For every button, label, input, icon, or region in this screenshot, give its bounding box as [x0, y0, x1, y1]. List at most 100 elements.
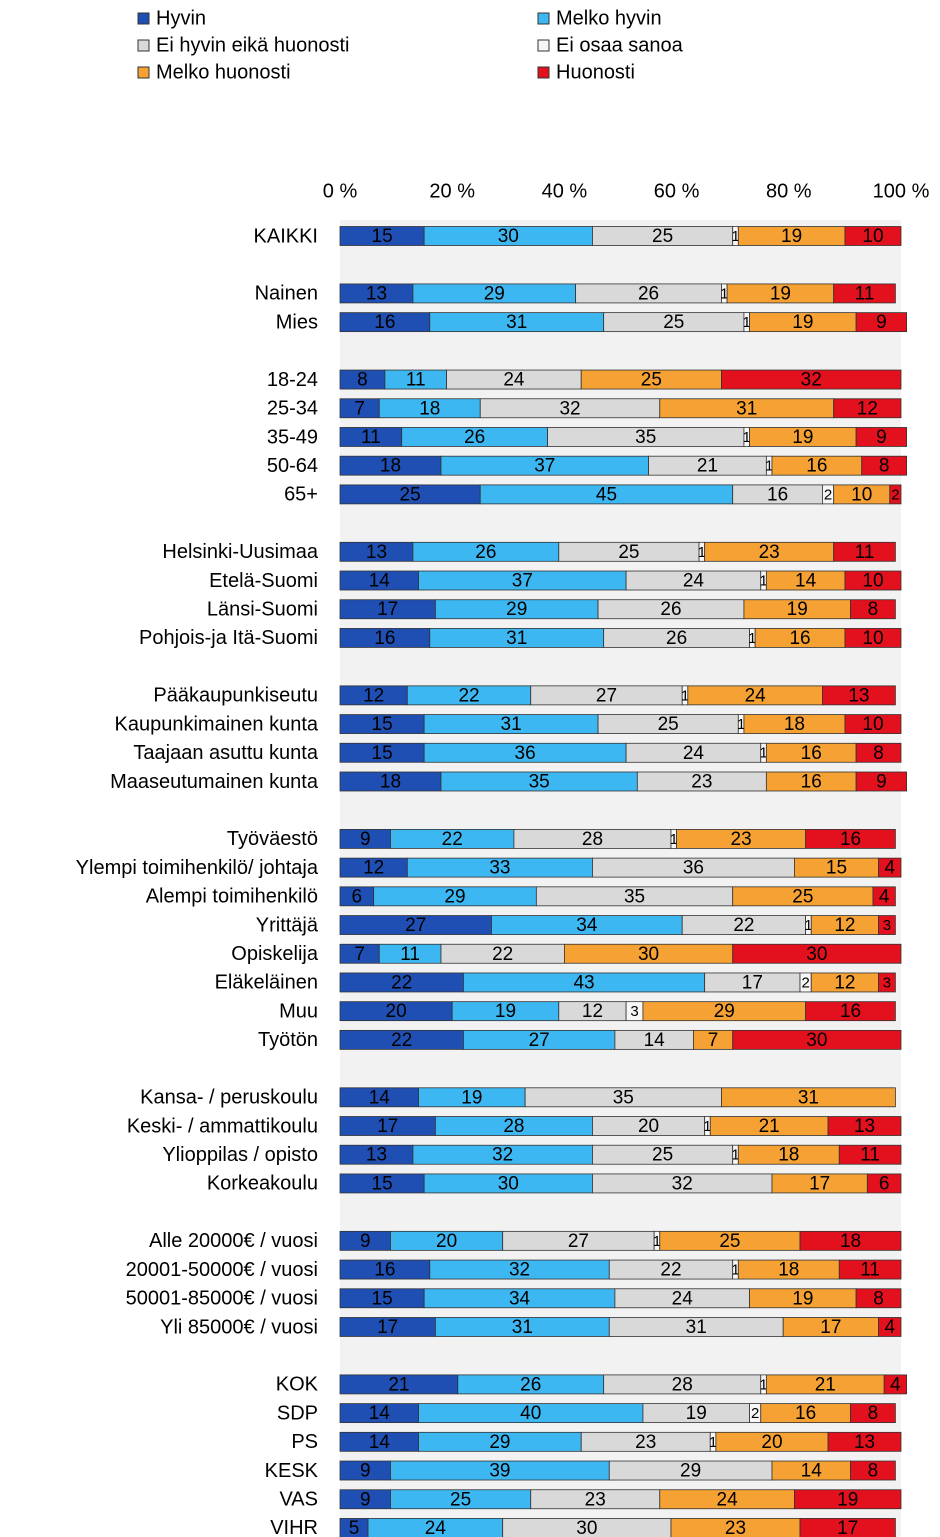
data-label: 21	[697, 456, 718, 477]
data-label: 13	[848, 685, 869, 706]
data-label: 19	[787, 599, 808, 620]
data-label: 9	[360, 1461, 371, 1482]
y-tick-label: 20001-50000€ / vuosi	[126, 1259, 318, 1281]
bar-segment	[855, 312, 908, 333]
data-label: 18	[778, 1260, 799, 1281]
data-label: 45	[596, 484, 617, 505]
data-label: 22	[391, 1030, 412, 1051]
data-label: 9	[876, 427, 887, 448]
bar-segment	[838, 1259, 902, 1280]
legend-label: Ei osaa sanoa	[556, 34, 684, 56]
data-label: 5	[349, 1518, 360, 1537]
data-label: 25	[719, 1231, 740, 1252]
data-label: 12	[363, 858, 384, 879]
y-tick-label: Taajaan asuttu kunta	[133, 742, 318, 764]
bar-segment	[827, 1431, 902, 1452]
data-label: 29	[714, 1001, 735, 1022]
data-label: 9	[360, 829, 371, 850]
y-tick-label: Kaupunkimainen kunta	[115, 713, 319, 735]
data-label: 1	[743, 429, 751, 446]
data-label: 10	[862, 226, 883, 247]
data-label: 6	[879, 1173, 890, 1194]
bar-segment	[855, 742, 902, 763]
data-label: 23	[691, 772, 712, 793]
data-label: 40	[520, 1403, 541, 1424]
data-label: 43	[573, 972, 594, 993]
data-label: 19	[781, 226, 802, 247]
data-label: 15	[826, 858, 847, 879]
bar-segment	[878, 972, 896, 993]
data-label: 39	[489, 1461, 510, 1482]
data-label: 19	[792, 1288, 813, 1309]
data-label: 17	[377, 599, 398, 620]
data-label: 32	[672, 1173, 693, 1194]
bar-segment	[878, 915, 896, 935]
data-label: 26	[660, 599, 681, 620]
data-label: 8	[873, 1288, 884, 1309]
data-label: 14	[795, 571, 817, 592]
data-label: 25	[400, 484, 421, 505]
data-label: 35	[624, 886, 645, 907]
data-label: 22	[660, 1260, 681, 1281]
data-label: 12	[582, 1001, 603, 1022]
data-label: 9	[360, 1231, 371, 1252]
bar-segment	[732, 943, 902, 964]
data-label: 23	[725, 1518, 746, 1537]
y-tick-label: Opiskelija	[231, 943, 319, 965]
data-label: 20	[436, 1231, 457, 1252]
data-label: 22	[442, 829, 463, 850]
bar-segment	[844, 570, 902, 591]
y-tick-label: 18-24	[267, 369, 318, 391]
data-label: 31	[686, 1317, 707, 1338]
x-tick-label: 60 %	[654, 180, 700, 202]
data-label: 9	[876, 312, 887, 333]
y-tick-label: Muu	[279, 1000, 318, 1022]
data-label: 18	[380, 456, 401, 477]
data-label: 27	[568, 1231, 589, 1252]
data-label: 22	[458, 685, 479, 706]
data-label: 18	[380, 772, 401, 793]
data-label: 35	[529, 772, 550, 793]
data-label: 23	[759, 542, 780, 563]
y-tick-label: Länsi-Suomi	[207, 599, 318, 621]
data-label: 14	[801, 1461, 823, 1482]
data-label: 8	[868, 1461, 879, 1482]
bar-segment	[838, 1144, 902, 1165]
data-label: 28	[503, 1116, 524, 1137]
data-label: 27	[405, 915, 426, 936]
data-label: 17	[742, 972, 763, 993]
data-label: 37	[534, 456, 555, 477]
data-label: 13	[366, 1145, 387, 1166]
data-label: 24	[672, 1288, 694, 1309]
data-label: 31	[501, 714, 522, 735]
data-label: 28	[582, 829, 603, 850]
data-label: 12	[834, 915, 855, 936]
data-label: 34	[576, 915, 598, 936]
y-tick-label: SDP	[277, 1402, 318, 1424]
y-tick-label: KESK	[265, 1460, 319, 1482]
bar-segment	[844, 628, 902, 648]
y-tick-label: Helsinki-Uusimaa	[162, 541, 318, 563]
data-label: 19	[792, 427, 813, 448]
x-tick-label: 100 %	[873, 180, 930, 202]
data-label: 29	[484, 283, 505, 304]
legend-swatch	[537, 12, 550, 25]
data-label: 22	[733, 915, 754, 936]
data-label: 4	[884, 858, 895, 879]
data-label: 25	[652, 226, 673, 247]
data-label: 19	[770, 283, 791, 304]
y-tick-label: Alempi toimihenkilö	[146, 886, 318, 908]
data-label: 30	[576, 1518, 597, 1537]
data-label: 16	[801, 743, 822, 764]
y-tick-label: KOK	[276, 1374, 319, 1396]
data-label: 30	[806, 944, 827, 965]
data-label: 13	[366, 283, 387, 304]
data-label: 31	[798, 1087, 819, 1108]
data-label: 9	[876, 772, 887, 793]
y-tick-label: Nainen	[255, 283, 318, 305]
data-label: 16	[374, 628, 395, 649]
data-label: 1	[731, 1262, 739, 1279]
data-label: 26	[666, 628, 687, 649]
data-label: 15	[372, 743, 393, 764]
